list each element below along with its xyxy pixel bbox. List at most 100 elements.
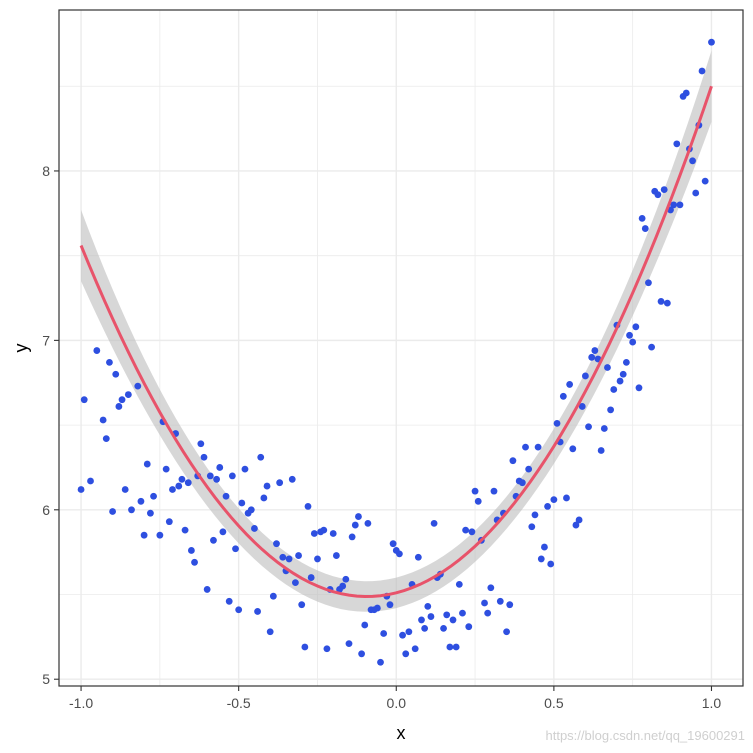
data-point	[295, 552, 302, 559]
data-point	[518, 479, 526, 487]
data-point	[143, 460, 151, 468]
data-point	[604, 364, 611, 371]
data-point	[534, 443, 542, 451]
data-point	[301, 643, 309, 651]
data-point	[575, 516, 583, 524]
data-point	[251, 525, 258, 532]
data-point	[418, 616, 425, 624]
y-axis-title: y	[11, 344, 31, 353]
data-point	[626, 331, 633, 339]
data-point	[238, 499, 246, 507]
data-point	[563, 494, 570, 502]
y-tick-label: 7	[42, 332, 50, 348]
data-point	[147, 509, 154, 517]
data-point	[380, 630, 388, 637]
data-point	[263, 482, 271, 490]
data-point	[134, 382, 142, 390]
data-point	[162, 465, 170, 473]
data-point	[629, 338, 637, 346]
data-point	[547, 560, 555, 568]
data-point	[689, 157, 696, 165]
data-point	[496, 597, 504, 605]
data-point	[455, 580, 463, 588]
data-point	[77, 486, 85, 493]
data-point	[424, 602, 432, 610]
data-point	[351, 521, 359, 529]
data-point	[304, 503, 312, 510]
data-point	[585, 423, 592, 431]
x-axis-title: x	[397, 723, 406, 743]
data-point	[247, 506, 255, 514]
major-grid	[59, 10, 743, 686]
data-point	[241, 465, 249, 473]
data-point	[355, 513, 362, 520]
data-point	[191, 558, 198, 566]
data-point	[93, 347, 101, 354]
data-point	[402, 650, 410, 658]
x-tick-label: -0.5	[227, 695, 251, 711]
data-point	[572, 521, 580, 529]
data-point	[156, 531, 164, 539]
data-point	[619, 370, 627, 378]
data-point	[537, 555, 545, 563]
data-point	[452, 643, 460, 651]
data-point	[569, 445, 577, 453]
data-point	[269, 592, 277, 600]
data-point	[638, 214, 646, 222]
data-point	[279, 553, 287, 561]
data-point	[490, 487, 498, 495]
data-point	[597, 447, 605, 454]
data-point	[522, 443, 529, 451]
data-point	[203, 586, 211, 593]
data-point	[276, 479, 284, 487]
data-point	[559, 392, 567, 400]
data-point	[389, 540, 397, 548]
data-point	[222, 492, 230, 500]
data-point	[273, 540, 280, 548]
data-point	[232, 545, 239, 553]
data-point	[314, 555, 321, 563]
data-point	[481, 599, 488, 607]
smooth-fit-line	[79, 85, 713, 599]
data-point	[471, 487, 479, 495]
data-point	[150, 492, 157, 500]
data-point	[213, 475, 221, 483]
data-point	[600, 425, 608, 432]
data-point	[310, 530, 318, 537]
data-point	[553, 419, 561, 427]
data-point	[106, 359, 113, 366]
data-point	[121, 486, 129, 493]
data-point	[616, 377, 624, 385]
data-point	[657, 298, 665, 305]
data-point	[525, 465, 533, 473]
data-point	[607, 406, 615, 414]
data-point	[219, 528, 227, 536]
data-point	[582, 372, 589, 380]
y-tick-label: 5	[42, 671, 50, 687]
data-point	[329, 530, 337, 537]
data-point	[446, 643, 454, 651]
data-point	[184, 479, 192, 487]
data-point	[386, 601, 394, 609]
data-point	[708, 38, 715, 46]
data-point	[648, 343, 655, 351]
data-point	[298, 601, 306, 609]
data-point	[692, 189, 700, 197]
data-point	[358, 650, 365, 658]
data-point	[257, 453, 265, 461]
data-point	[660, 186, 668, 193]
data-point	[484, 609, 492, 617]
data-point	[364, 519, 372, 527]
x-tick-label: -1.0	[69, 695, 93, 711]
x-tick-label: 0.5	[544, 695, 564, 711]
data-point	[506, 601, 514, 609]
data-point	[449, 616, 457, 624]
data-point	[216, 464, 224, 471]
x-tick-label: 0.0	[387, 695, 407, 711]
data-point	[487, 584, 495, 592]
data-point	[288, 475, 296, 483]
data-point	[635, 384, 643, 392]
data-point	[348, 533, 356, 541]
